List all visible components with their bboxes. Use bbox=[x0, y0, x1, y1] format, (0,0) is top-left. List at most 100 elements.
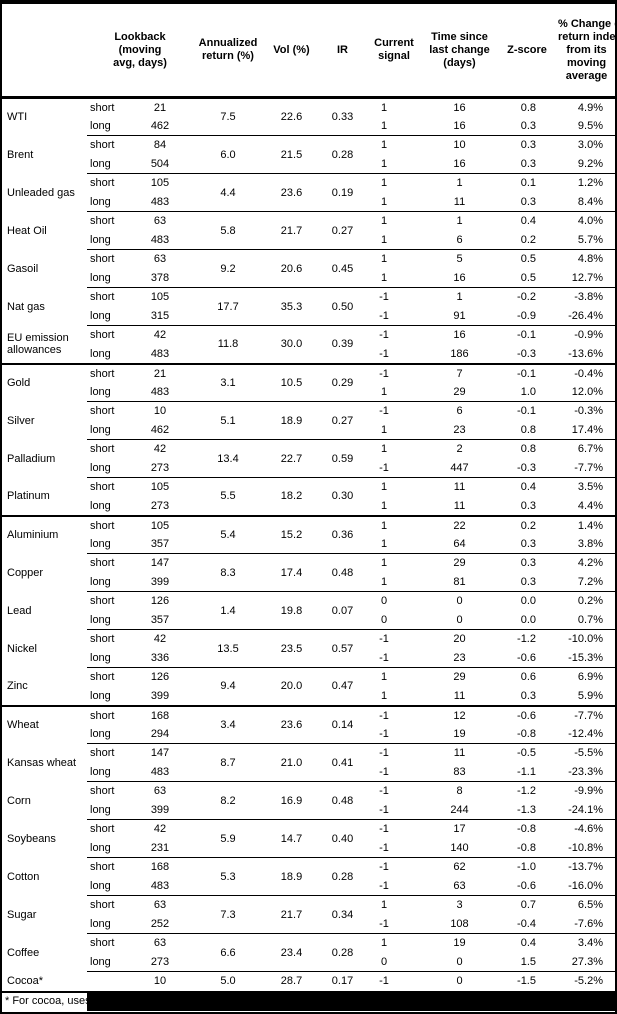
lookback-value: 168 bbox=[127, 704, 193, 725]
signal-value: 1 bbox=[365, 933, 423, 953]
pct-change-value: 6.9% bbox=[558, 667, 615, 687]
signal-value: -1 bbox=[365, 362, 423, 383]
signal-value: -1 bbox=[379, 803, 389, 816]
pct-change-value: -12.4% bbox=[568, 727, 603, 740]
time-since-value: 16 bbox=[453, 101, 466, 114]
vol-value: 20.6 bbox=[263, 249, 320, 288]
col-header-time-since-change: Time since last change (days) bbox=[423, 4, 496, 99]
leg-label: short bbox=[87, 401, 127, 421]
pct-change-value: -0.9% bbox=[558, 325, 615, 345]
time-since-value: 16 bbox=[453, 271, 466, 284]
signal-value: -1 bbox=[379, 461, 389, 474]
signal-value: 1 bbox=[365, 135, 423, 155]
lookback-value: 483 bbox=[150, 347, 170, 360]
signal-value: -1 bbox=[365, 629, 423, 649]
vol-value: 23.4 bbox=[263, 933, 320, 972]
pct-change-value: 3.8% bbox=[577, 537, 603, 550]
ir-value: 0.28 bbox=[320, 135, 365, 174]
lookback-value: 42 bbox=[127, 325, 193, 345]
signal-value: 1 bbox=[365, 667, 423, 687]
lookback-value: 42 bbox=[127, 439, 193, 459]
pct-change-value: 4.2% bbox=[558, 553, 615, 573]
lookback-value: 231 bbox=[150, 841, 170, 854]
leg-label: short bbox=[87, 895, 127, 915]
table-row: long 315 -1 91 -0.9 -26.4% bbox=[2, 307, 615, 326]
zscore-value: 0.3 bbox=[496, 135, 558, 155]
leg-label: short bbox=[87, 477, 127, 497]
time-since-value: 1 bbox=[423, 173, 496, 193]
signal-value: 1 bbox=[380, 575, 388, 588]
signal-value: 1 bbox=[380, 101, 388, 114]
lookback-value: 399 bbox=[150, 803, 170, 816]
lookback-value: 42 bbox=[127, 629, 193, 649]
zscore-value: 0.1 bbox=[496, 173, 558, 193]
time-since-value: 244 bbox=[450, 803, 469, 816]
signal-value: 1 bbox=[365, 249, 423, 269]
commodity-name: Cocoa* bbox=[7, 975, 44, 987]
table-row: Aluminium short 105 5.4 15.2 0.36 1 22 0.2 1.4% bbox=[2, 514, 615, 554]
vol-value: 18.9 bbox=[263, 857, 320, 896]
zscore-value: 0.0 bbox=[520, 613, 536, 626]
zscore-value: -0.3 bbox=[517, 461, 536, 474]
leg-label: short bbox=[87, 173, 127, 193]
zscore-value: -0.1 bbox=[496, 362, 558, 383]
pct-change-value: 12.0% bbox=[571, 385, 603, 398]
ir-value: 0.17 bbox=[320, 971, 365, 991]
leg-label: short bbox=[87, 211, 127, 231]
pct-change-value: 17.4% bbox=[571, 423, 603, 436]
zscore-value: 0.4 bbox=[496, 933, 558, 953]
leg-label: short bbox=[87, 591, 127, 611]
commodity-name: Nat gas bbox=[7, 300, 45, 313]
vol-value: 19.8 bbox=[263, 591, 320, 630]
leg-label: long bbox=[90, 689, 111, 702]
commodity-name: Coffee bbox=[7, 946, 40, 959]
signal-value: 1 bbox=[365, 477, 423, 497]
table-row: long 483 1 6 0.2 5.7% bbox=[2, 231, 615, 250]
pct-change-value: 1.2% bbox=[558, 173, 615, 193]
leg-label: short bbox=[87, 743, 127, 763]
lookback-value: 42 bbox=[127, 819, 193, 839]
leg-label: long bbox=[90, 727, 111, 740]
signal-value: 1 bbox=[380, 119, 388, 132]
leg-label: short bbox=[87, 325, 127, 345]
zscore-value: 0.4 bbox=[496, 477, 558, 497]
annualized-return-value: 3.1 bbox=[193, 362, 263, 402]
lookback-value: 84 bbox=[127, 135, 193, 155]
time-since-value: 12 bbox=[423, 704, 496, 725]
leg-label: long bbox=[90, 423, 111, 436]
zscore-value: 0.3 bbox=[520, 119, 536, 132]
zscore-value: 0.3 bbox=[520, 689, 536, 702]
time-since-value: 7 bbox=[423, 362, 496, 383]
lookback-value: 63 bbox=[127, 249, 193, 269]
leg-label: short bbox=[87, 514, 127, 535]
table-row: long 483 -1 63 -0.6 -16.0% bbox=[2, 877, 615, 896]
zscore-value: -0.1 bbox=[496, 401, 558, 421]
time-since-value: 0 bbox=[456, 955, 463, 968]
lookback-value: 399 bbox=[150, 575, 170, 588]
ir-value: 0.28 bbox=[320, 933, 365, 972]
zscore-value: 0.5 bbox=[520, 271, 536, 284]
ir-value: 0.27 bbox=[320, 401, 365, 440]
vol-value: 21.7 bbox=[263, 895, 320, 934]
annualized-return-value: 4.4 bbox=[193, 173, 263, 212]
pct-change-value: -7.7% bbox=[558, 704, 615, 725]
signal-value: 1 bbox=[365, 553, 423, 573]
time-since-value: 29 bbox=[423, 553, 496, 573]
signal-value: 1 bbox=[380, 537, 388, 550]
lookback-value: 147 bbox=[127, 743, 193, 763]
time-since-value: 63 bbox=[453, 879, 466, 892]
time-since-value: 6 bbox=[423, 401, 496, 421]
zscore-value: 1.0 bbox=[520, 385, 536, 398]
signal-value: -1 bbox=[365, 743, 423, 763]
ir-value: 0.27 bbox=[320, 211, 365, 250]
lookback-value: 315 bbox=[150, 309, 170, 322]
signal-value: -1 bbox=[365, 287, 423, 307]
commodity-name: Palladium bbox=[7, 452, 56, 465]
commodity-name: Wheat bbox=[2, 704, 87, 744]
table-row: Gold short 21 3.1 10.5 0.29 -1 7 -0.1 -0.4% bbox=[2, 362, 615, 402]
lookback-value: 294 bbox=[150, 727, 170, 740]
pct-change-value: -23.3% bbox=[568, 765, 603, 778]
lookback-value: 462 bbox=[150, 119, 170, 132]
vol-value: 17.4 bbox=[263, 553, 320, 592]
